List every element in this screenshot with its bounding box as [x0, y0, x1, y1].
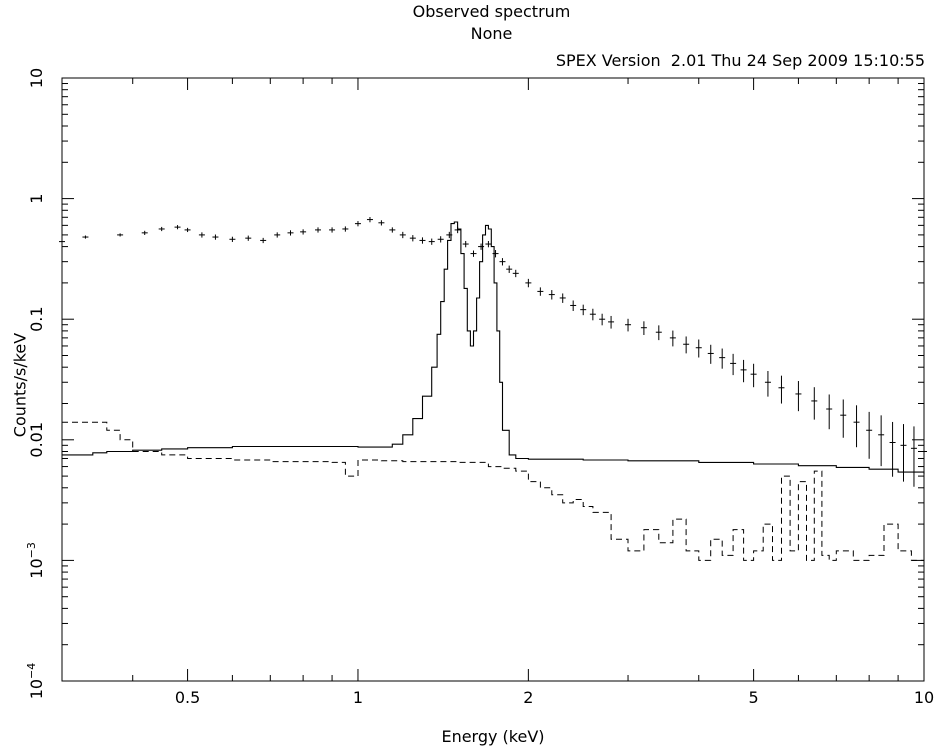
data-point [625, 318, 632, 332]
data-point [559, 293, 566, 303]
data-point [342, 226, 349, 232]
background-series [62, 421, 925, 566]
data-point [117, 233, 124, 237]
data-point [419, 237, 426, 244]
data-point [730, 353, 737, 376]
data-point [719, 348, 726, 369]
data-point [184, 227, 191, 233]
x-tick-label: 5 [749, 688, 759, 707]
data-point [485, 240, 492, 248]
data-point [409, 235, 416, 242]
data-point [764, 370, 771, 397]
data-point [274, 232, 281, 238]
data-point [608, 315, 615, 329]
data-point [378, 220, 385, 226]
data-point [655, 325, 662, 341]
model-line [62, 221, 925, 474]
background-line [62, 421, 925, 566]
chart-subtitle: None [470, 24, 513, 43]
observed-data-series [59, 217, 927, 494]
data-point [589, 308, 596, 321]
y-tick-label: 10−3 [25, 542, 46, 579]
data-point [212, 234, 219, 240]
data-point [826, 394, 833, 430]
data-point [910, 426, 917, 487]
data-point [900, 424, 907, 482]
data-point [889, 421, 896, 477]
axes: 0.5 1 2 5 10 10−4 10−3 0.01 0.1 1 10 [25, 68, 934, 707]
x-tick-label: 10 [914, 688, 934, 707]
data-point [141, 230, 148, 235]
x-tick-label: 1 [353, 688, 363, 707]
data-point [525, 278, 532, 288]
x-tick-label: 2 [523, 688, 533, 707]
data-point [315, 227, 322, 233]
y-tick-label: 0.01 [27, 422, 46, 458]
data-point [287, 230, 294, 236]
data-point [229, 236, 236, 242]
data-point [174, 225, 181, 230]
data-point [478, 243, 485, 250]
y-tick-label: 10 [27, 68, 46, 88]
data-point [840, 399, 847, 438]
data-point [499, 258, 506, 266]
y-tick-label: 1 [27, 194, 46, 204]
x-axis-label: Energy (keV) [441, 727, 545, 746]
data-point [921, 428, 927, 494]
y-tick-label: 0.1 [27, 306, 46, 331]
data-point [866, 411, 873, 459]
data-point [506, 265, 513, 273]
y-axis-label: Counts/s/keV [10, 332, 30, 438]
data-point [548, 290, 555, 300]
data-point [537, 287, 544, 296]
data-point [492, 250, 499, 258]
data-point [366, 217, 373, 223]
data-point [878, 415, 885, 467]
data-point [795, 381, 802, 412]
data-point [683, 336, 690, 354]
data-point [260, 237, 267, 244]
data-point [354, 221, 361, 227]
data-point [59, 240, 65, 244]
data-point [669, 330, 676, 347]
data-point [300, 229, 307, 235]
y-tick-label: 10−4 [25, 663, 46, 700]
data-point [245, 235, 252, 241]
data-point [853, 405, 860, 448]
data-point [750, 363, 757, 388]
chart-title: Observed spectrum [412, 2, 571, 21]
data-point [580, 304, 587, 316]
plot-frame [61, 77, 925, 682]
data-point [599, 313, 606, 326]
data-point [198, 232, 205, 238]
data-point [570, 300, 577, 311]
version-stamp: SPEX Version 2.01 Thu 24 Sep 2009 15:10:… [555, 51, 925, 70]
x-tick-label: 0.5 [175, 688, 200, 707]
data-point [512, 269, 519, 278]
data-point [329, 227, 336, 233]
data-point [640, 321, 647, 336]
data-point [82, 235, 89, 239]
data-point [470, 250, 477, 257]
data-point [740, 359, 747, 383]
model-series [62, 221, 925, 474]
data-point [399, 231, 406, 239]
data-point [811, 387, 818, 420]
data-point [437, 236, 444, 243]
data-point [428, 238, 435, 245]
data-point [707, 344, 714, 364]
data-point [462, 240, 469, 248]
data-point [778, 375, 785, 404]
data-point [158, 226, 165, 232]
data-point [695, 339, 702, 358]
data-point [389, 227, 396, 233]
